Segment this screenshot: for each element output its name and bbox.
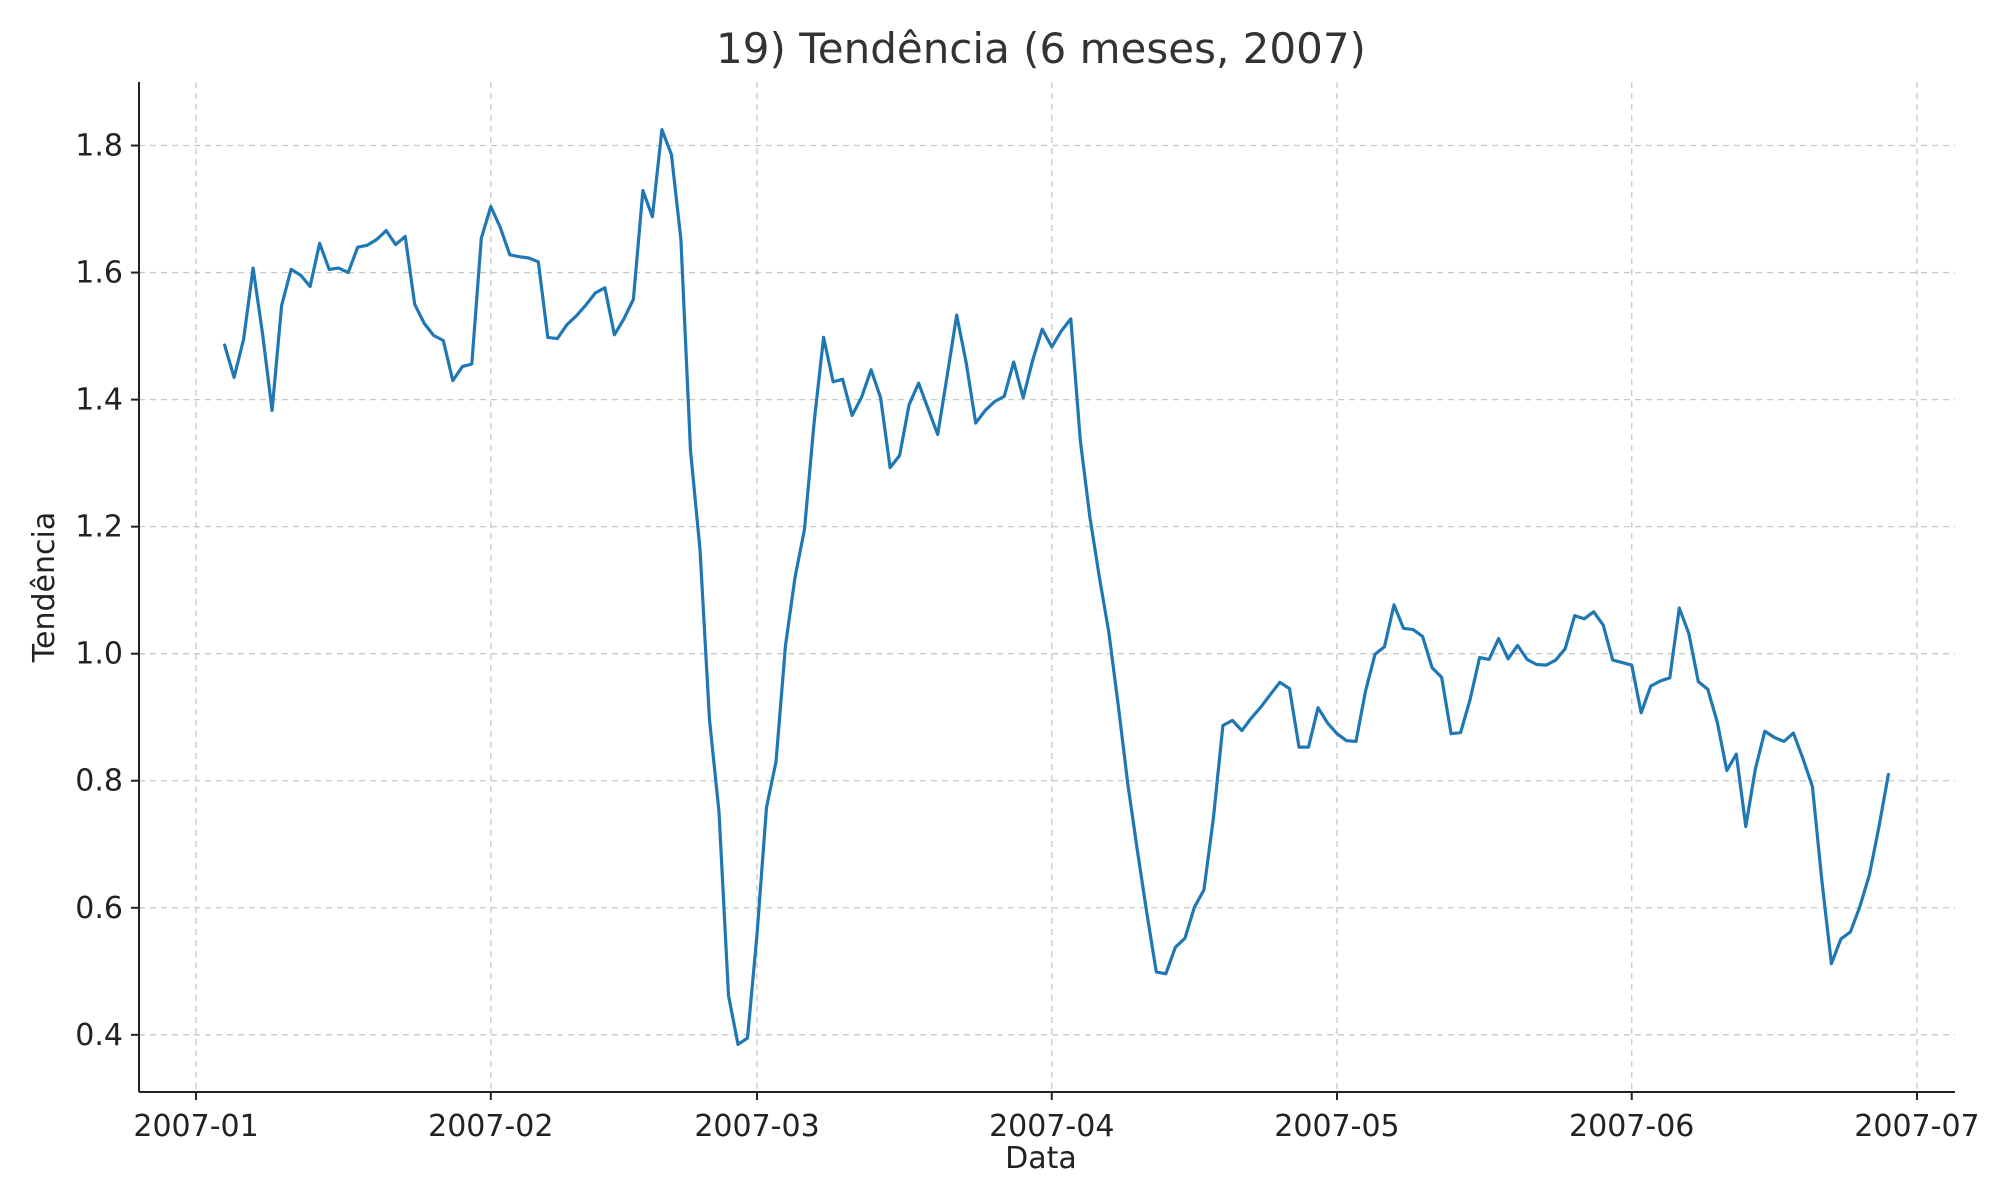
x-axis-label: Data [1005, 1141, 1077, 1176]
y-tick-label: 1.2 [75, 510, 123, 545]
y-tick-label: 1.0 [75, 637, 123, 672]
y-tick-label: 1.6 [75, 256, 123, 291]
y-axis-label: Tendência [27, 512, 62, 663]
series-line [223, 128, 1891, 1047]
y-tick-label: 0.6 [75, 891, 123, 926]
series-layer [223, 128, 1891, 1047]
x-tick-label: 2007-05 [1274, 1109, 1399, 1144]
axes [131, 82, 1955, 1100]
x-tick-label: 2007-01 [133, 1109, 258, 1144]
chart-title: 19) Tendência (6 meses, 2007) [716, 24, 1366, 73]
x-tick-label: 2007-07 [1854, 1109, 1979, 1144]
y-tick-label: 1.4 [75, 383, 123, 418]
grid [139, 82, 1955, 1092]
y-tick-label: 0.4 [75, 1018, 123, 1053]
y-tick-label: 1.8 [75, 129, 123, 164]
x-tick-label: 2007-04 [989, 1109, 1114, 1144]
y-tick-label: 0.8 [75, 764, 123, 799]
x-tick-label: 2007-06 [1569, 1109, 1694, 1144]
tick-labels: 2007-01 2007-02 2007-03 2007-04 2007-05 2007-… [75, 129, 1979, 1144]
x-tick-label: 2007-02 [428, 1109, 553, 1144]
x-tick-label: 2007-03 [694, 1109, 819, 1144]
